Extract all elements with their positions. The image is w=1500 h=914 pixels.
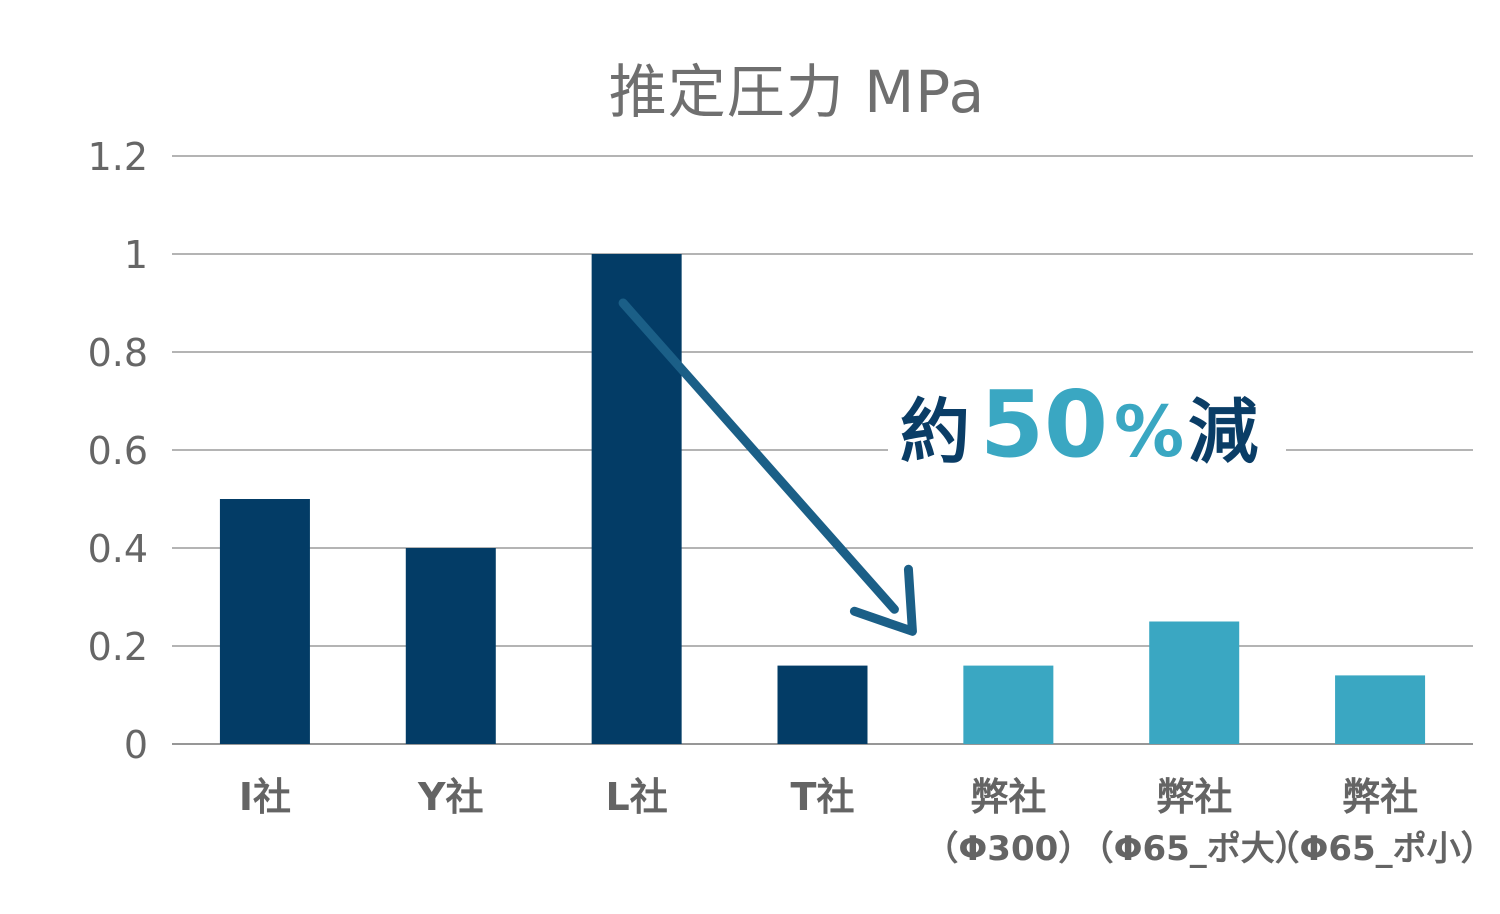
- y-tick-label: 1.2: [88, 135, 148, 179]
- bars: [219, 254, 1426, 744]
- reduction-number: 50: [980, 371, 1108, 478]
- bar: [963, 665, 1054, 744]
- bar: [1335, 675, 1426, 744]
- x-tick-label: 弊社: [970, 775, 1046, 819]
- x-tick-label: T社: [791, 775, 855, 819]
- bar: [777, 665, 868, 744]
- x-axis-ticks: I社 Y社 L社 T社 弊社 （Φ300） 弊社 （Φ65_ポ大） 弊社 （Φ65_ポ小）: [239, 775, 1495, 869]
- x-tick-label: L社: [606, 775, 668, 819]
- y-tick-label: 0.4: [88, 527, 148, 571]
- annotation-backdrop: [888, 375, 1286, 477]
- reduction-percent: %: [1114, 391, 1184, 473]
- arrow-shaft: [618, 298, 899, 614]
- y-axis-ticks: 0 0.2 0.4 0.6 0.8 1 1.2: [88, 135, 148, 767]
- bar: [591, 254, 682, 744]
- chart-title: 推定圧力 MPa: [609, 58, 985, 126]
- bar: [219, 499, 310, 744]
- y-tick-label: 0.2: [88, 625, 148, 669]
- x-tick-label: Y社: [417, 775, 484, 819]
- y-tick-label: 0.6: [88, 429, 148, 473]
- reduction-annotation: 約 50%減: [618, 298, 1286, 636]
- reduction-suffix: 減: [1188, 391, 1258, 473]
- y-tick-label: 0.8: [88, 331, 148, 375]
- x-tick-label: 弊社: [1156, 775, 1232, 819]
- reduction-label: 約 50%減: [900, 371, 1258, 478]
- grid-layer: [172, 155, 1473, 745]
- reduction-prefix: 約: [900, 391, 970, 473]
- x-tick-label: 弊社: [1342, 775, 1418, 819]
- y-tick-label: 1: [124, 233, 148, 277]
- x-tick-sublabel: （Φ65_ポ小）: [1265, 829, 1494, 869]
- y-tick-label: 0: [124, 723, 148, 767]
- bar: [1149, 621, 1240, 744]
- arrow-head: [849, 564, 917, 636]
- x-tick-label: I社: [239, 775, 291, 819]
- x-tick-sublabel: （Φ65_ポ大）: [1080, 829, 1309, 869]
- bar: [405, 548, 496, 744]
- x-tick-sublabel: （Φ300）: [924, 829, 1092, 869]
